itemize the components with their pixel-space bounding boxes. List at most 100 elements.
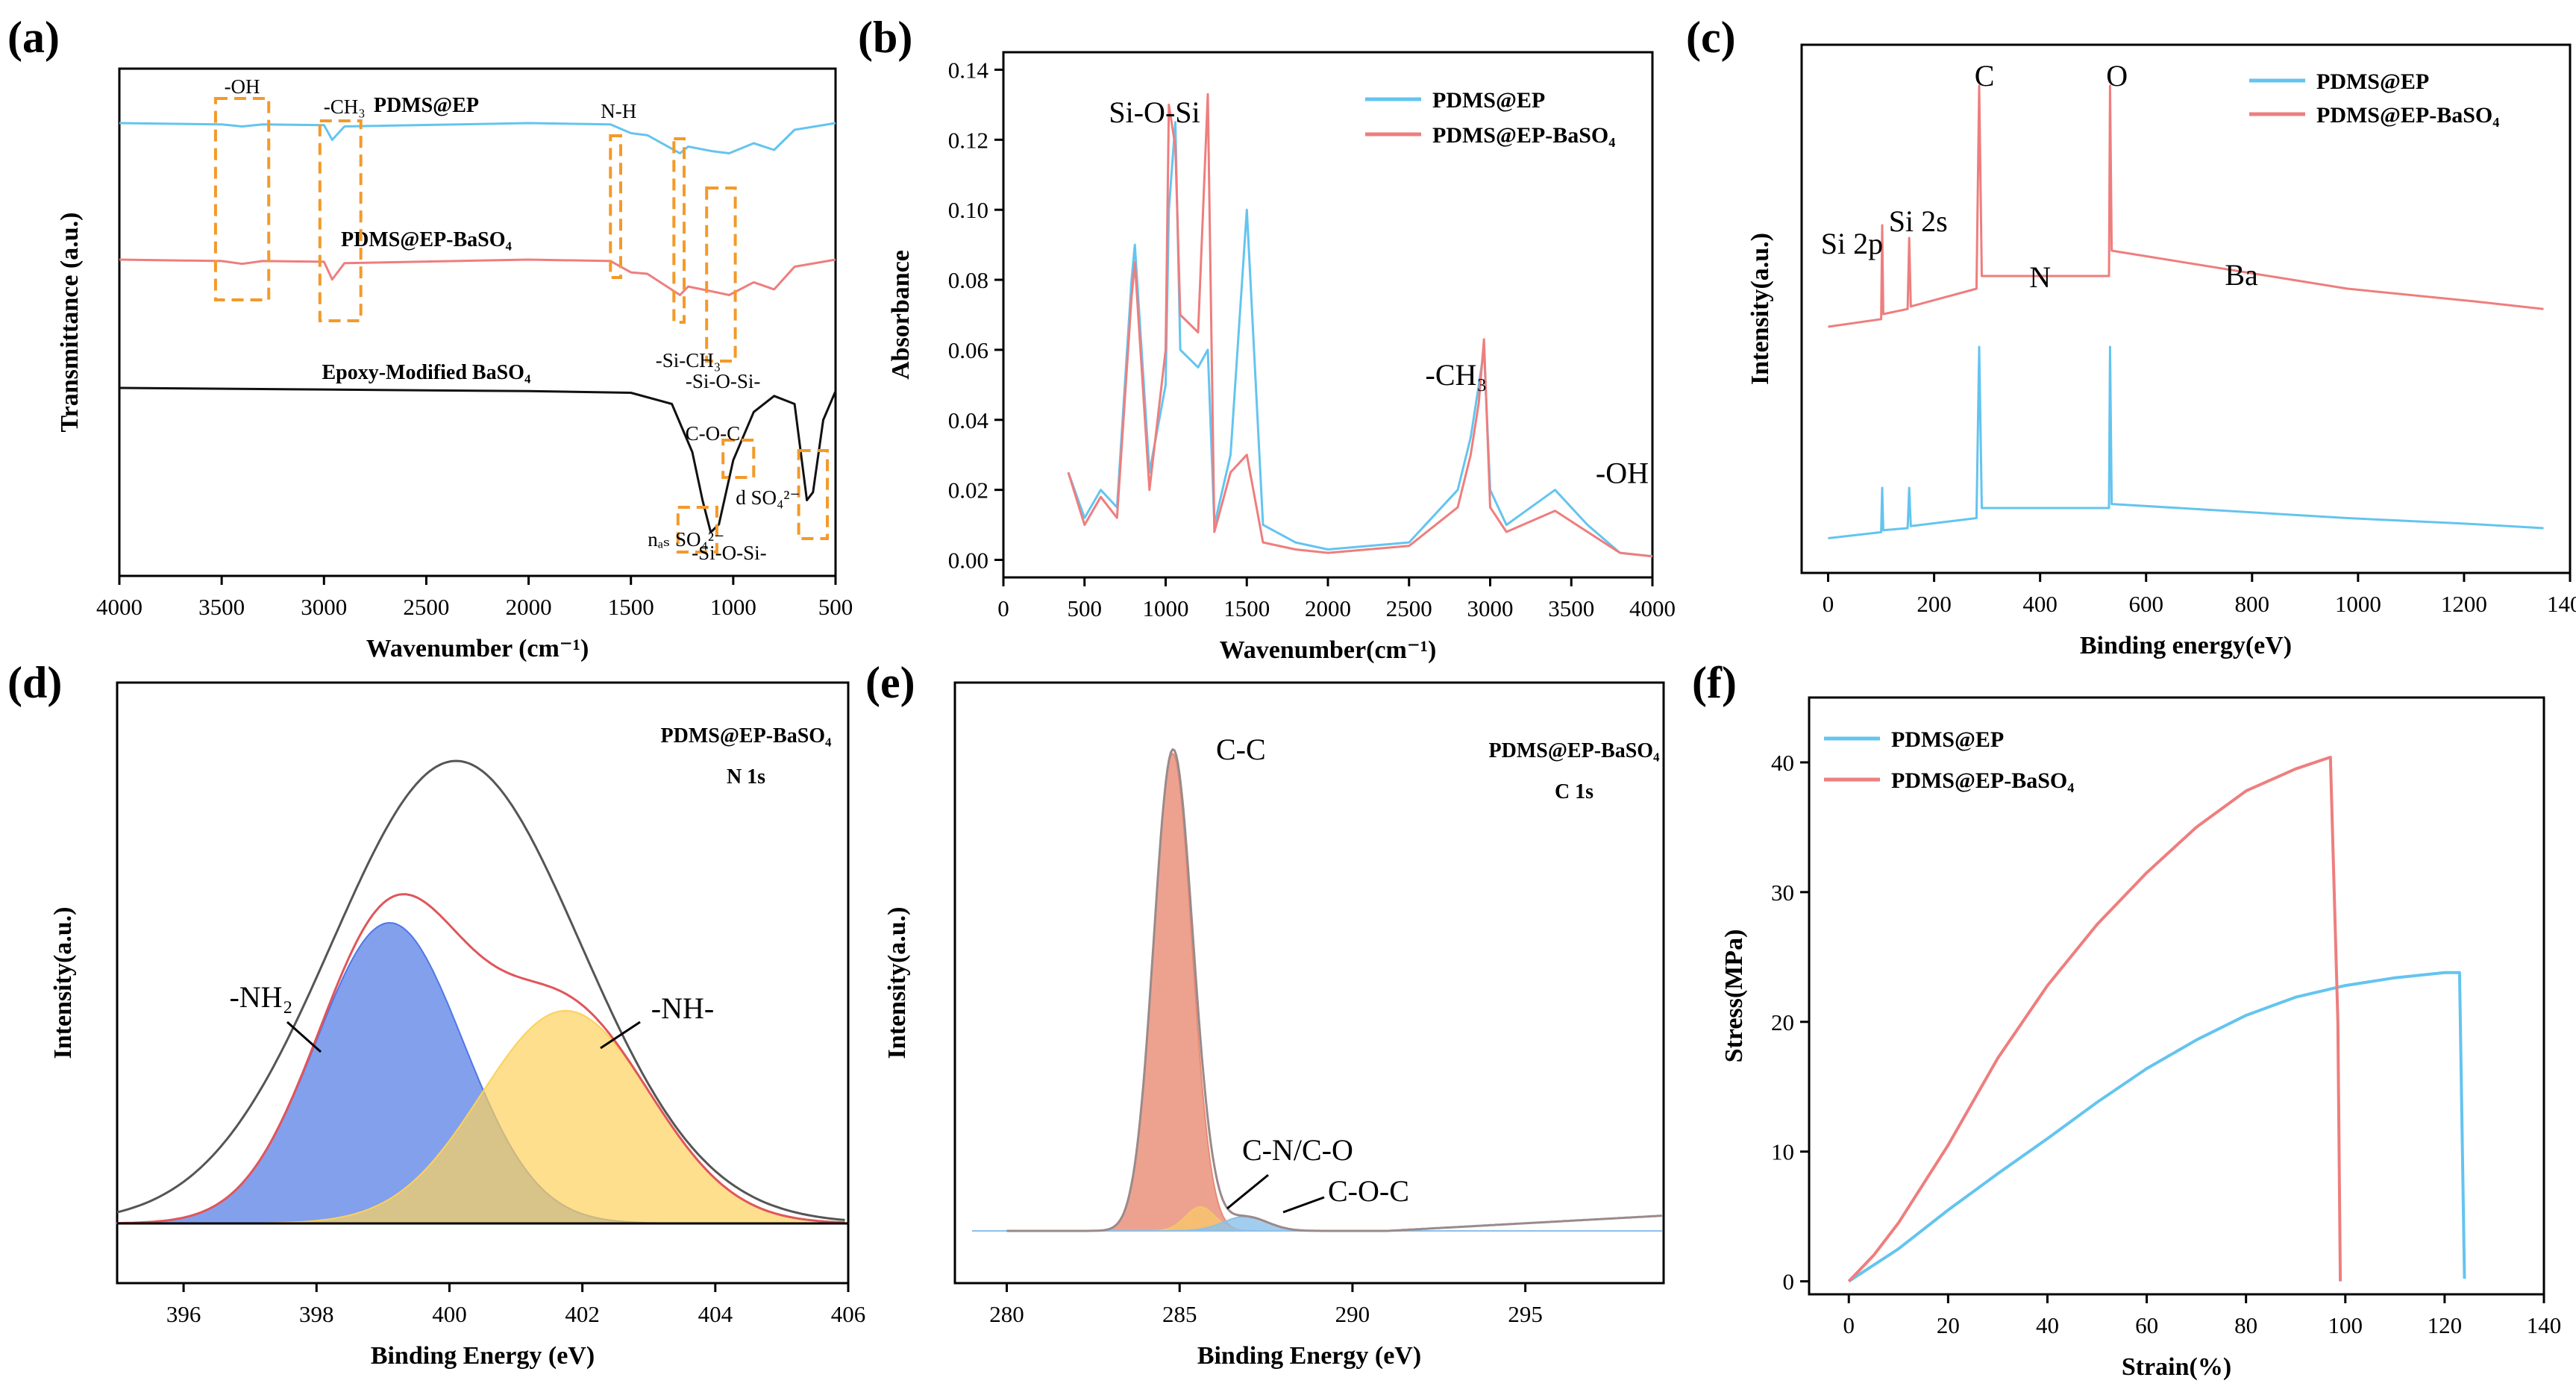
panel-c: (c) 0 200 400 600 800 1000 1200 1400 Binding ener… xyxy=(1686,13,2576,659)
y-axis-title: Intensity(a.u.) xyxy=(1746,233,1774,385)
panel-label-c: (c) xyxy=(1686,13,1736,62)
panel-label-b: (b) xyxy=(858,13,912,62)
panel-label-f: (f) xyxy=(1692,658,1737,707)
y-axis-title: Absorbance xyxy=(887,250,915,380)
x-tick-label: 402 xyxy=(565,1301,600,1327)
y-tick-label: 0.00 xyxy=(948,548,988,574)
series-line-pdms-ep xyxy=(119,122,836,154)
x-tick-label: 100 xyxy=(2328,1312,2363,1338)
peak-annotation: Si-O-Si xyxy=(1109,95,1200,129)
x-tick-label: 800 xyxy=(2235,591,2270,617)
x-tick-label: 3500 xyxy=(1548,595,1594,621)
peak-annotation: Si 2p xyxy=(1821,227,1883,260)
highlight-box xyxy=(676,506,718,554)
panel-d: (d) 396 398 400 402 404 406 Binding Energy (eV)… xyxy=(7,658,865,1370)
plot-frame-e xyxy=(953,681,1665,1285)
peak-annotation: C xyxy=(1975,59,1995,93)
panel-a: (a) 4000 3500 3000 2500 2000 1500 1000 500 Wavenu… xyxy=(7,13,853,662)
x-tick-label: 600 xyxy=(2128,591,2163,617)
fitted-envelope-line xyxy=(116,893,845,1225)
peak-annotation: N-H xyxy=(601,100,636,122)
x-tick-label: 4000 xyxy=(1629,595,1676,621)
component-peak xyxy=(972,1215,1662,1232)
legend-entry-pdms-ep-label: PDMS@EP xyxy=(1432,88,1545,113)
panel-title: PDMS@EP-BaSO₄ xyxy=(661,724,833,747)
x-tick-label: 1000 xyxy=(710,594,756,620)
plot-frame-a xyxy=(118,67,837,577)
x-axis-title: Binding Energy (eV) xyxy=(371,1342,595,1370)
y-tick-label: 0 xyxy=(1783,1269,1795,1295)
panel-label-e: (e) xyxy=(865,658,915,707)
x-axis-title: Wavenumber(cm⁻¹) xyxy=(1220,636,1437,664)
y-tick-label: 30 xyxy=(1771,880,1794,906)
y-tick-label: 40 xyxy=(1771,750,1794,776)
x-tick-label: 0 xyxy=(997,595,1009,621)
series-label: PDMS@EP-BaSO₄ xyxy=(341,228,513,251)
panel-subtitle: C 1s xyxy=(1555,780,1593,803)
y-axis-title: Transmittance (a.u.) xyxy=(56,213,84,433)
peak-label: C-C xyxy=(1216,733,1266,766)
x-tick-label: 40 xyxy=(2036,1312,2059,1338)
x-tick-label: 2000 xyxy=(506,594,552,620)
y-tick-label: 0.06 xyxy=(948,337,988,363)
x-tick-label: 295 xyxy=(1508,1301,1543,1327)
x-tick-label: 60 xyxy=(2135,1312,2158,1338)
y-axis-title: Stress(MPa) xyxy=(1720,930,1748,1063)
y-tick-label: 0.14 xyxy=(948,57,989,83)
peak-annotation: d SO₄²⁻ xyxy=(736,486,800,509)
arrow xyxy=(286,1021,322,1053)
peak-label: C-O-C xyxy=(1328,1174,1409,1208)
y-tick-label: 0.12 xyxy=(948,127,988,153)
series-label: PDMS@EP xyxy=(374,94,479,117)
x-tick-label: 0 xyxy=(1843,1312,1855,1338)
x-tick-label: 290 xyxy=(1335,1301,1370,1327)
highlight-box xyxy=(213,97,271,301)
peak-label: -NH- xyxy=(651,991,714,1025)
peak-annotation: -Si-O-Si- xyxy=(686,370,761,392)
x-tick-label: 1000 xyxy=(2335,591,2381,617)
panel-label-d: (d) xyxy=(7,658,62,707)
series-line-pdms-ep-baso4 xyxy=(1067,93,1653,558)
x-tick-label: 2000 xyxy=(1305,595,1351,621)
panel-e: (e) 280 285 290 295 Binding Energy (eV) Intens… xyxy=(865,658,1665,1370)
x-tick-label: 20 xyxy=(1937,1312,1960,1338)
peak-annotation: -CH₃ xyxy=(1426,358,1488,392)
peak-label: C-N/C-O xyxy=(1242,1133,1353,1167)
x-tick-label: 200 xyxy=(1917,591,1952,617)
highlight-box xyxy=(318,119,363,322)
series-line-pdms-ep xyxy=(1067,121,1653,558)
x-tick-label: 2500 xyxy=(1386,595,1432,621)
highlight-box xyxy=(672,137,686,324)
x-tick-label: 1500 xyxy=(608,594,654,620)
x-tick-label: 400 xyxy=(2022,591,2058,617)
x-tick-label: 3000 xyxy=(1467,595,1514,621)
panel-b: (b) 0 500 1000 1500 2000 2500 3000 3500 4000 Waven… xyxy=(858,13,1676,664)
series-line-pdms-ep-baso4 xyxy=(119,258,836,296)
x-axis-title: Binding Energy (eV) xyxy=(1197,1342,1421,1370)
x-tick-label: 3000 xyxy=(301,594,347,620)
series-line-pdms-ep xyxy=(1828,345,2544,539)
x-tick-label: 500 xyxy=(818,594,853,620)
x-tick-label: 396 xyxy=(166,1301,201,1327)
x-tick-label: 1200 xyxy=(2441,591,2487,617)
peak-annotation: C-O-C xyxy=(686,422,741,445)
peak-annotation: -OH xyxy=(1596,456,1649,489)
peak-annotation: -Si-CH₃ xyxy=(656,349,721,372)
peak-annotation: nₐₛ SO₄²⁻ xyxy=(648,528,724,551)
x-tick-label: 120 xyxy=(2428,1312,2463,1338)
x-tick-label: 285 xyxy=(1162,1301,1197,1327)
x-tick-label: 398 xyxy=(299,1301,334,1327)
peak-annotation: N xyxy=(2029,260,2051,294)
x-tick-label: 0 xyxy=(1823,591,1834,617)
x-tick-label: 80 xyxy=(2234,1312,2257,1338)
y-tick-label: 0.02 xyxy=(948,477,988,504)
series-line-epoxy-baso4 xyxy=(119,386,837,533)
plot-frame-c xyxy=(1800,43,2572,574)
arrow xyxy=(1282,1196,1325,1214)
legend-entry-pdms-ep-label: PDMS@EP xyxy=(1891,727,2004,752)
raw-data-line xyxy=(116,759,845,1221)
x-tick-label: 1000 xyxy=(1143,595,1189,621)
plot-frame-d xyxy=(116,681,850,1285)
y-axis-title: Intensity(a.u.) xyxy=(883,906,911,1059)
